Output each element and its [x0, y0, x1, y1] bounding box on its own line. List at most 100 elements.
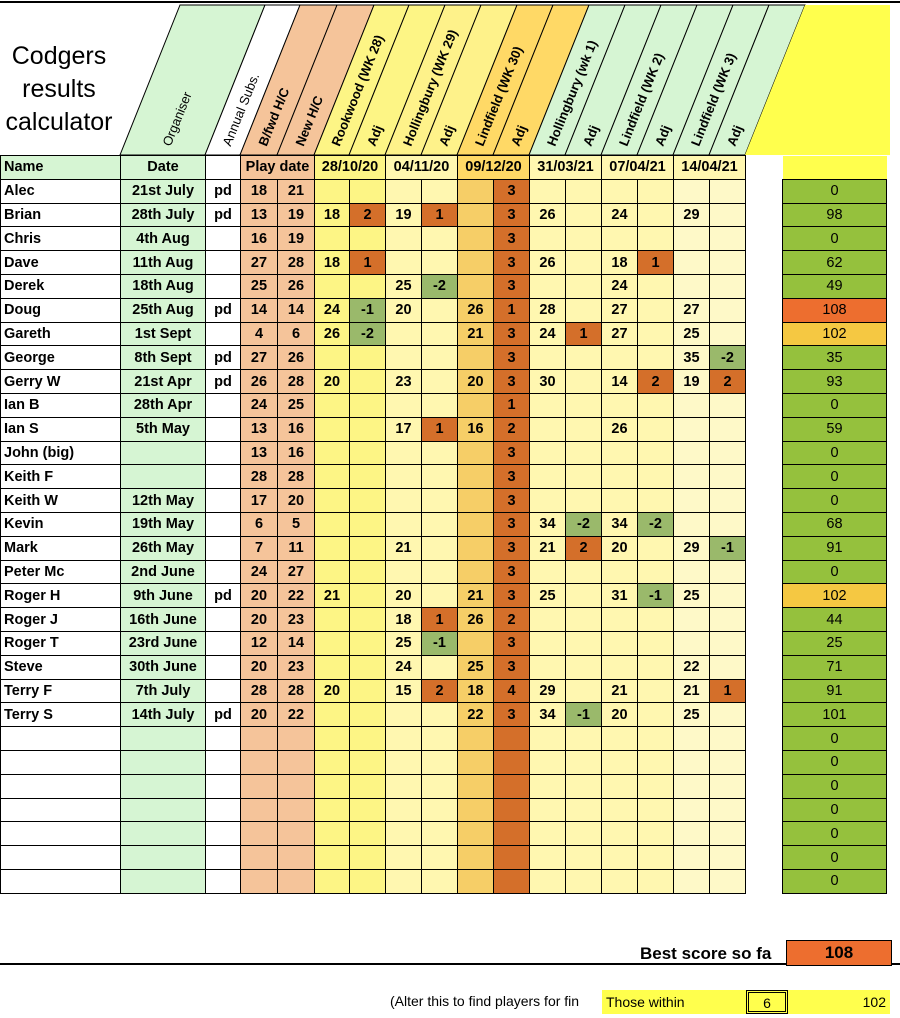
adj-cell[interactable]: 3: [493, 178, 530, 204]
score-cell[interactable]: [314, 226, 350, 252]
adj-cell[interactable]: [421, 369, 458, 394]
score-cell[interactable]: 26: [529, 250, 566, 275]
adj-cell[interactable]: [421, 559, 458, 585]
score-cell[interactable]: [601, 178, 638, 204]
adj-cell[interactable]: [637, 392, 674, 418]
subs-paid[interactable]: [205, 654, 241, 680]
score-cell[interactable]: [349, 797, 386, 823]
adj-cell[interactable]: [421, 250, 458, 275]
score-cell[interactable]: [601, 392, 638, 418]
score-cell[interactable]: [385, 773, 422, 799]
score-cell[interactable]: 21: [673, 678, 710, 704]
organiser-date[interactable]: 1st Sept: [120, 321, 206, 347]
adj-cell[interactable]: [421, 297, 458, 323]
subs-paid[interactable]: [205, 273, 241, 299]
adj-cell[interactable]: [349, 607, 386, 632]
score-cell[interactable]: [493, 773, 530, 799]
score-cell[interactable]: [673, 250, 710, 275]
adj-cell[interactable]: [421, 511, 458, 537]
new-handicap[interactable]: 20: [277, 488, 315, 513]
adj-cell[interactable]: [349, 511, 386, 537]
new-handicap[interactable]: 28: [277, 369, 315, 394]
adj-cell[interactable]: [709, 226, 746, 252]
subs-paid[interactable]: pd: [205, 583, 241, 609]
adj-cell[interactable]: [349, 178, 386, 204]
score-cell[interactable]: [314, 392, 350, 418]
score-cell[interactable]: [529, 630, 566, 656]
score-cell[interactable]: [457, 773, 494, 799]
score-cell[interactable]: 20: [314, 369, 350, 394]
adj-cell[interactable]: [565, 345, 602, 371]
adj-cell[interactable]: [709, 607, 746, 632]
subs-paid[interactable]: [205, 226, 241, 252]
score-cell[interactable]: 29: [529, 678, 566, 704]
new-handicap[interactable]: 16: [277, 416, 315, 442]
adj-cell[interactable]: [565, 178, 602, 204]
score-cell[interactable]: [421, 749, 458, 775]
adj-cell[interactable]: [637, 630, 674, 656]
score-cell[interactable]: [457, 535, 494, 561]
score-cell[interactable]: [493, 868, 530, 894]
score-cell[interactable]: [673, 607, 710, 632]
bfwd-handicap[interactable]: [240, 726, 278, 751]
score-cell[interactable]: [601, 607, 638, 632]
bfwd-handicap[interactable]: 17: [240, 488, 278, 513]
score-cell[interactable]: [673, 440, 710, 466]
score-cell[interactable]: 20: [385, 297, 422, 323]
score-cell[interactable]: [565, 868, 602, 894]
new-handicap[interactable]: 14: [277, 297, 315, 323]
adj-cell[interactable]: [637, 535, 674, 561]
player-name[interactable]: Keith F: [0, 464, 121, 490]
new-handicap[interactable]: 11: [277, 535, 315, 561]
adj-cell[interactable]: 2: [709, 369, 746, 394]
score-cell[interactable]: [601, 726, 638, 751]
bfwd-handicap[interactable]: 6: [240, 511, 278, 537]
score-cell[interactable]: [673, 797, 710, 823]
adj-cell[interactable]: 3: [493, 630, 530, 656]
score-cell[interactable]: [529, 488, 566, 513]
score-cell[interactable]: 25: [529, 583, 566, 609]
score-cell[interactable]: [709, 726, 746, 751]
adj-cell[interactable]: [709, 654, 746, 680]
score-cell[interactable]: 21: [457, 583, 494, 609]
score-cell[interactable]: [314, 416, 350, 442]
score-cell[interactable]: [314, 797, 350, 823]
score-cell[interactable]: 20: [601, 702, 638, 728]
adj-cell[interactable]: -2: [349, 321, 386, 347]
new-handicap[interactable]: [277, 749, 315, 775]
adj-cell[interactable]: [421, 464, 458, 490]
new-handicap[interactable]: 5: [277, 511, 315, 537]
score-cell[interactable]: [529, 464, 566, 490]
score-cell[interactable]: 20: [314, 678, 350, 704]
score-cell[interactable]: 21: [601, 678, 638, 704]
new-handicap[interactable]: [277, 797, 315, 823]
adj-cell[interactable]: [709, 488, 746, 513]
organiser-date[interactable]: 12th May: [120, 488, 206, 513]
adj-cell[interactable]: [637, 464, 674, 490]
adj-cell[interactable]: -1: [349, 297, 386, 323]
bfwd-handicap[interactable]: 4: [240, 321, 278, 347]
organiser-date[interactable]: [120, 773, 206, 799]
adj-cell[interactable]: [709, 297, 746, 323]
new-handicap[interactable]: 28: [277, 678, 315, 704]
score-cell[interactable]: 26: [314, 321, 350, 347]
adj-cell[interactable]: [349, 583, 386, 609]
adj-cell[interactable]: [565, 226, 602, 252]
adj-cell[interactable]: 3: [493, 321, 530, 347]
new-handicap[interactable]: 19: [277, 226, 315, 252]
adj-cell[interactable]: [349, 630, 386, 656]
new-handicap[interactable]: [277, 845, 315, 870]
bfwd-handicap[interactable]: 18: [240, 178, 278, 204]
adj-cell[interactable]: 1: [421, 202, 458, 228]
score-cell[interactable]: 24: [314, 297, 350, 323]
adj-cell[interactable]: [349, 654, 386, 680]
score-cell[interactable]: [385, 440, 422, 466]
adj-cell[interactable]: [709, 583, 746, 609]
new-handicap[interactable]: 23: [277, 607, 315, 632]
score-cell[interactable]: [529, 226, 566, 252]
adj-cell[interactable]: [421, 178, 458, 204]
score-cell[interactable]: [457, 630, 494, 656]
organiser-date[interactable]: 25th Aug: [120, 297, 206, 323]
score-cell[interactable]: 14: [601, 369, 638, 394]
subs-paid[interactable]: [205, 535, 241, 561]
